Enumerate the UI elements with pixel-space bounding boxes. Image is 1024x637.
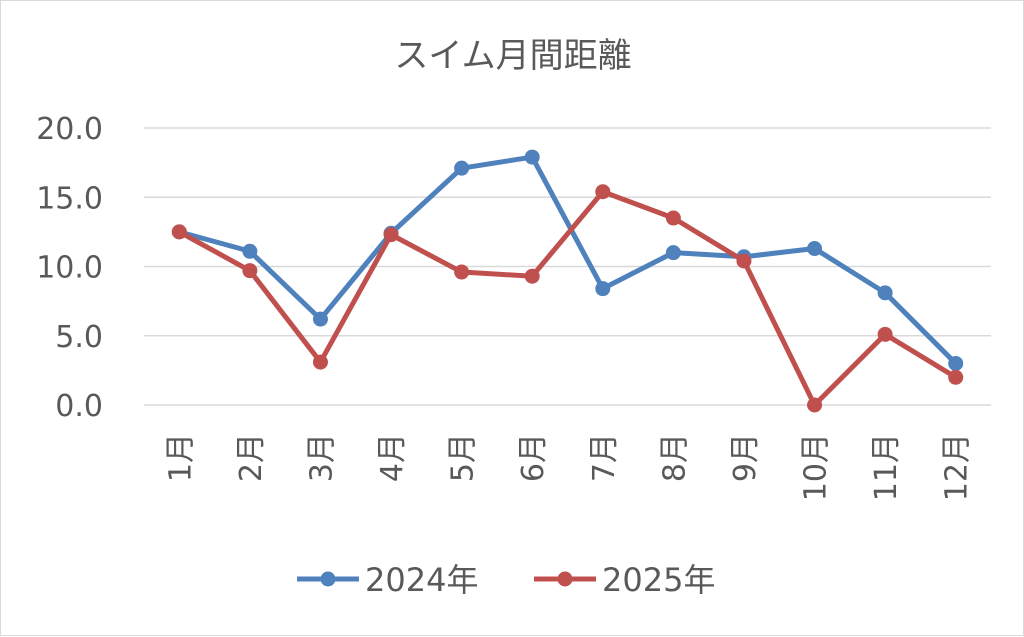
- y-tick-label: 20.0: [36, 112, 103, 147]
- legend-item-2: 2025年: [534, 561, 715, 599]
- x-tick-label: 8月: [657, 433, 692, 482]
- data-point: [948, 355, 964, 371]
- legend-item-1: 2024年: [297, 561, 478, 599]
- data-point: [807, 240, 823, 256]
- data-point: [524, 268, 540, 284]
- data-point: [312, 311, 328, 327]
- data-point: [312, 354, 328, 370]
- legend-marker: [320, 571, 336, 587]
- x-tick-label: 10月: [799, 433, 834, 501]
- data-point: [242, 263, 258, 279]
- data-point: [807, 397, 823, 413]
- data-point: [242, 243, 258, 259]
- data-point: [454, 160, 470, 176]
- y-tick-label: 0.0: [55, 389, 103, 424]
- data-point: [383, 227, 399, 243]
- y-axis-tick-labels: 0.0 5.0 10.0 15.0 20.0: [36, 112, 103, 424]
- data-point: [524, 149, 540, 165]
- legend-label: 2024年: [365, 561, 478, 599]
- x-tick-label: 9月: [728, 433, 763, 482]
- data-point: [736, 253, 752, 269]
- y-tick-label: 5.0: [55, 320, 103, 355]
- legend-label: 2025年: [602, 561, 715, 599]
- series-line: [176, 189, 959, 408]
- x-tick-label: 1月: [163, 433, 198, 482]
- series-2: [171, 184, 964, 413]
- x-tick-label: 2月: [234, 433, 269, 482]
- x-tick-label: 6月: [516, 433, 551, 482]
- data-point: [877, 285, 893, 301]
- x-tick-label: 12月: [940, 433, 975, 501]
- data-point: [665, 245, 681, 261]
- x-tick-label: 11月: [869, 433, 904, 501]
- series-1: [171, 149, 964, 371]
- data-point: [595, 184, 611, 200]
- data-point: [877, 326, 893, 342]
- data-point: [171, 224, 187, 240]
- x-tick-label: 5月: [446, 433, 481, 482]
- gridlines: [144, 127, 991, 406]
- legend-marker: [557, 571, 573, 587]
- data-point: [665, 210, 681, 226]
- data-point: [454, 264, 470, 280]
- data-point: [595, 281, 611, 297]
- x-axis-tick-labels: 1月 2月 3月 4月 5月 6月 7月 8月 9月 10月 11月 12月: [163, 433, 974, 501]
- x-tick-label: 4月: [375, 433, 410, 482]
- x-tick-label: 7月: [587, 433, 622, 482]
- x-tick-label: 3月: [304, 433, 339, 482]
- y-tick-label: 10.0: [36, 251, 103, 286]
- y-tick-label: 15.0: [36, 181, 103, 216]
- data-point: [948, 369, 964, 385]
- legend: 2024年 2025年: [297, 561, 715, 599]
- chart-title: スイム月間距離: [394, 36, 631, 76]
- series-lines: [171, 149, 964, 413]
- series-line: [176, 154, 959, 366]
